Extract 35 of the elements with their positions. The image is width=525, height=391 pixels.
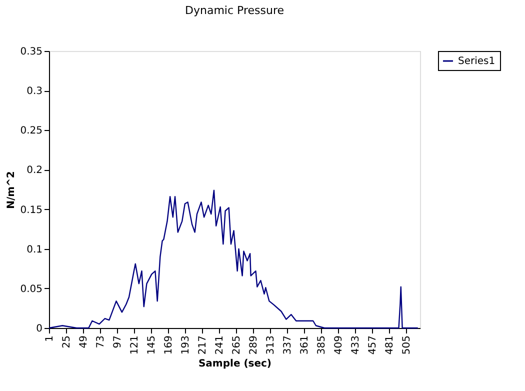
x-tick-label: 313 xyxy=(265,336,276,355)
y-axis-title: N/m^2 xyxy=(6,171,18,209)
y-tick-label: 0.1 xyxy=(26,244,42,256)
x-tick-label: 73 xyxy=(95,336,106,348)
x-tick-label: 193 xyxy=(180,336,192,355)
y-tick-label: 0.2 xyxy=(26,165,42,176)
x-tick-label: 385 xyxy=(316,336,328,355)
x-tick-label: 241 xyxy=(214,336,226,355)
x-tick-label: 1 xyxy=(44,336,56,342)
chart-title: Dynamic Pressure xyxy=(185,4,284,17)
x-tick-label: 49 xyxy=(78,336,90,348)
y-tick-label: 0.25 xyxy=(20,126,42,137)
x-tick-label: 289 xyxy=(248,336,260,355)
x-tick-label: 433 xyxy=(350,336,362,355)
x-tick-label: 337 xyxy=(282,336,294,355)
line-series xyxy=(48,190,418,329)
y-tick-label: 0.15 xyxy=(20,204,42,216)
x-tick-label: 481 xyxy=(384,336,396,355)
y-tick-label: 0.05 xyxy=(20,284,42,295)
x-tick-label: 97 xyxy=(112,336,124,348)
x-axis-title: Sample (sec) xyxy=(198,358,272,370)
x-tick-label: 361 xyxy=(299,336,310,355)
x-tick-label: 457 xyxy=(367,336,378,355)
x-tick-label: 265 xyxy=(231,336,242,355)
x-tick-label: 505 xyxy=(401,336,412,355)
x-tick-label: 409 xyxy=(333,336,344,355)
y-tick-label: 0.3 xyxy=(26,86,42,98)
x-tick-label: 169 xyxy=(163,336,174,355)
legend-label: Series1 xyxy=(458,56,496,67)
x-tick-label: 145 xyxy=(146,336,158,355)
y-tick-label: 0.35 xyxy=(20,46,42,58)
x-tick-label: 217 xyxy=(197,336,208,355)
y-tick-label: 0 xyxy=(36,324,42,334)
x-tick-label: 25 xyxy=(61,336,72,348)
x-tick-label: 121 xyxy=(129,336,140,355)
